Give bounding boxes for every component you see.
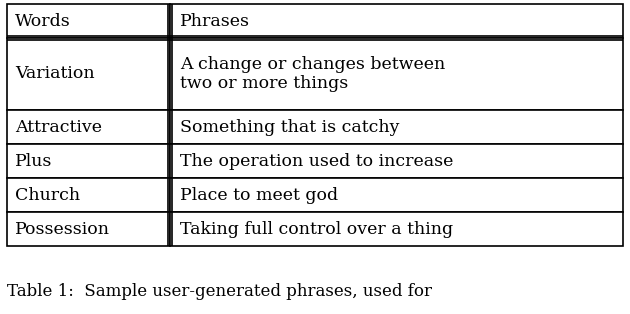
Text: Possession: Possession — [15, 220, 110, 237]
Text: The operation used to increase: The operation used to increase — [180, 153, 454, 170]
Bar — [7, 178, 170, 212]
Text: Something that is catchy: Something that is catchy — [180, 118, 400, 136]
Text: Place to meet god: Place to meet god — [180, 187, 338, 203]
Text: Church: Church — [15, 187, 80, 203]
Bar — [170, 212, 623, 246]
Bar — [7, 110, 170, 144]
Bar — [170, 144, 623, 178]
Bar — [7, 212, 170, 246]
Text: Phrases: Phrases — [180, 13, 250, 30]
Text: Plus: Plus — [15, 153, 52, 170]
Text: Variation: Variation — [15, 66, 94, 83]
Bar — [170, 178, 623, 212]
Bar — [170, 38, 623, 110]
Text: Words: Words — [15, 13, 71, 30]
Bar — [7, 4, 170, 38]
Bar — [170, 110, 623, 144]
Text: A change or changes between
two or more things: A change or changes between two or more … — [180, 56, 445, 92]
Text: Attractive: Attractive — [15, 118, 102, 136]
Text: Table 1:  Sample user-generated phrases, used for: Table 1: Sample user-generated phrases, … — [7, 283, 432, 300]
Bar — [170, 4, 623, 38]
Bar — [7, 144, 170, 178]
Text: Taking full control over a thing: Taking full control over a thing — [180, 220, 454, 237]
Bar — [7, 38, 170, 110]
